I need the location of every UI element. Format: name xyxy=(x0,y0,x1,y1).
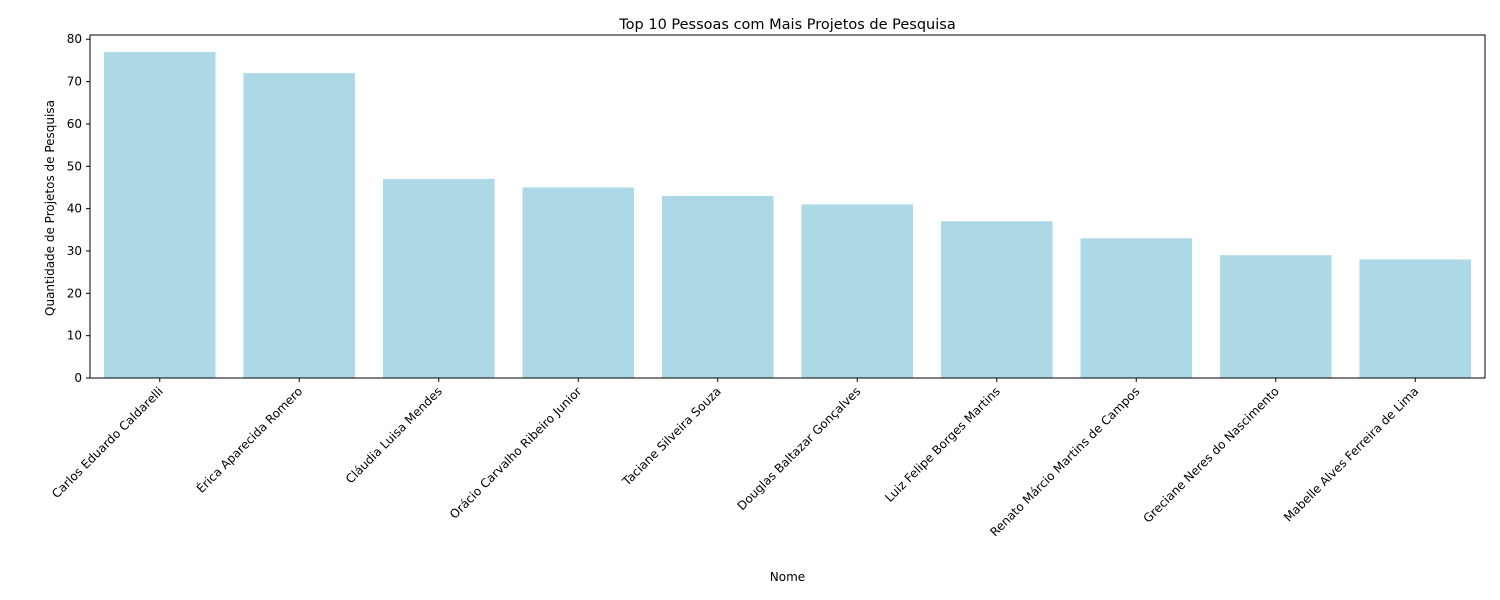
bar-0 xyxy=(103,51,216,379)
bar-8 xyxy=(1219,255,1332,378)
x-tick-label: Taciane Silveira Souza xyxy=(619,384,724,489)
y-tick-label: 60 xyxy=(67,117,82,131)
bar-5 xyxy=(801,204,914,378)
y-axis-label: Quantidade de Projetos de Pesquisa xyxy=(43,100,57,316)
y-tick-label: 70 xyxy=(67,75,82,89)
bars-group xyxy=(103,51,1472,379)
bar-9 xyxy=(1359,259,1472,378)
y-tick-label: 10 xyxy=(67,329,82,343)
x-tick-label: Orácio Carvalho Ribeiro Junior xyxy=(447,384,584,521)
plot-frame xyxy=(89,34,1486,379)
x-tick-label: Cláudia Luisa Mendes xyxy=(343,384,445,486)
y-tick-label: 50 xyxy=(67,159,82,173)
x-tick-label: Greciane Neres do Nascimento xyxy=(1140,384,1281,525)
y-tick-label: 20 xyxy=(67,286,82,300)
bar-2 xyxy=(382,178,495,378)
y-tick-label: 40 xyxy=(67,202,82,216)
x-axis: Carlos Eduardo Caldarelli Érica Aparecida… xyxy=(49,378,1421,539)
x-tick-label: Douglas Baltazar Gonçalves xyxy=(735,384,864,513)
bar-7 xyxy=(1080,238,1193,378)
bar-1 xyxy=(243,73,356,378)
y-tick-label: 0 xyxy=(74,371,82,385)
bar-4 xyxy=(661,195,774,378)
y-tick-label: 80 xyxy=(67,32,82,46)
x-tick-label: Mabelle Alves Ferreira de Lima xyxy=(1281,384,1421,524)
bar-6 xyxy=(940,221,1053,378)
x-tick-label: Érica Aparecida Romero xyxy=(193,384,305,496)
y-axis: 0 10 20 30 40 50 60 70 80 xyxy=(67,32,90,385)
chart-title: Top 10 Pessoas com Mais Projetos de Pesq… xyxy=(618,17,955,33)
x-tick-label: Carlos Eduardo Caldarelli xyxy=(49,384,166,501)
x-tick-label: Renato Márcio Martins de Campos xyxy=(987,384,1142,539)
x-tick-label: Luiz Felipe Borges Martins xyxy=(882,384,1003,505)
x-axis-label: Nome xyxy=(770,570,805,584)
y-tick-label: 30 xyxy=(67,244,82,258)
bar-3 xyxy=(522,187,635,378)
